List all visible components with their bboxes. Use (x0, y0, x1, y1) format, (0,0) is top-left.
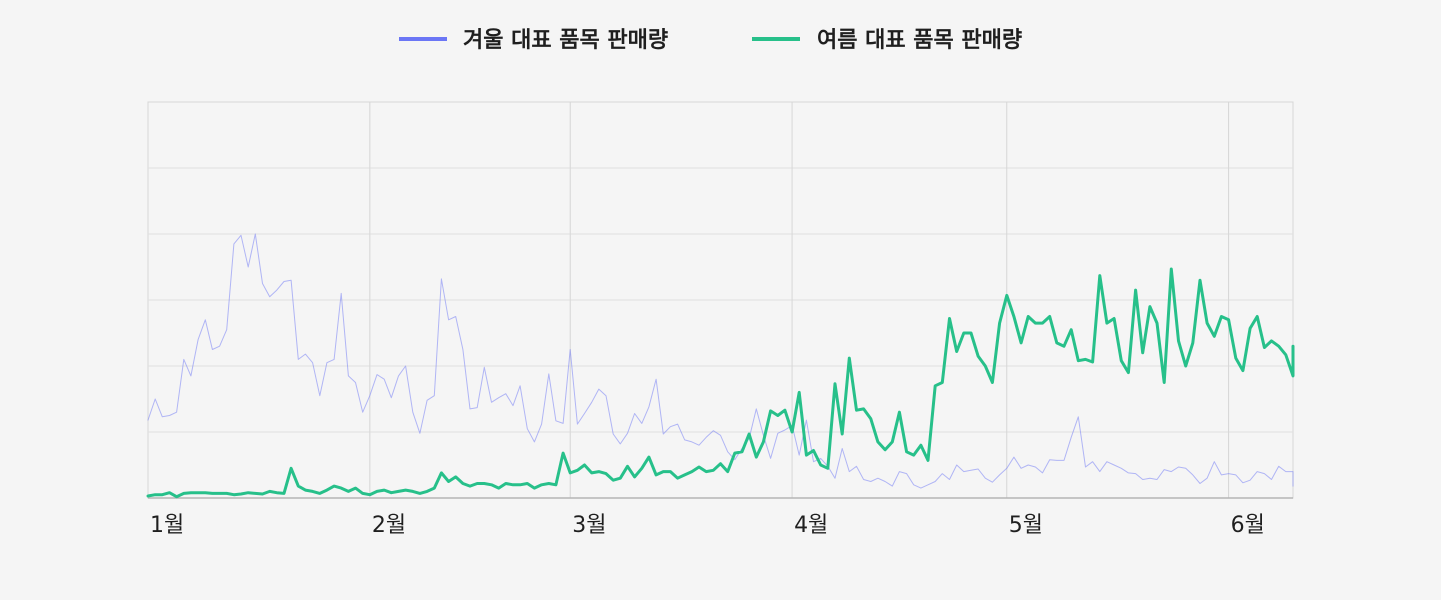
x-tick-label: 3월 (572, 513, 606, 538)
legend-label-summer: 여름 대표 품목 판매량 (817, 28, 1022, 53)
series-line-winter (147, 233, 1294, 489)
x-tick-label: 4월 (794, 513, 828, 538)
legend-label-winter: 겨울 대표 품목 판매량 (463, 28, 668, 53)
x-tick-label: 2월 (372, 513, 406, 538)
legend-item-winter[interactable]: 겨울 대표 품목 판매량 (399, 28, 668, 53)
legend-item-summer[interactable]: 여름 대표 품목 판매량 (752, 28, 1022, 53)
x-tick-label: 6월 (1231, 513, 1265, 538)
x-tick-label: 1월 (150, 513, 184, 538)
series-line-summer (146, 267, 1295, 499)
x-tick-label: 5월 (1009, 513, 1043, 538)
plot-area: 1월 2월 3월 4월 5월 6월 (146, 101, 1295, 538)
legend: 겨울 대표 품목 판매량 여름 대표 품목 판매량 (399, 28, 1022, 53)
